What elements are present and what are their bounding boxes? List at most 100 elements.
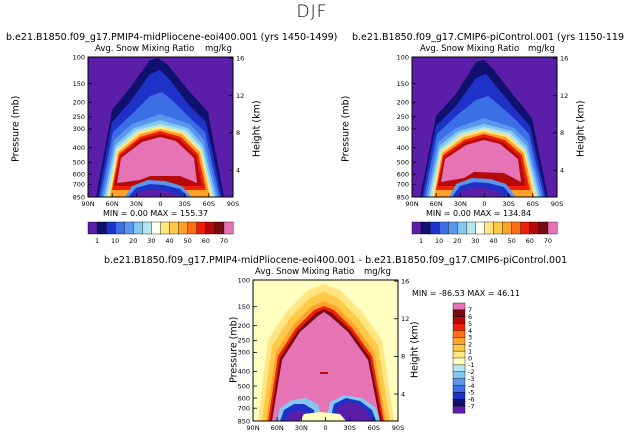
panel-1-y2tick-label: 4	[236, 167, 240, 175]
colorbar-1-swatch	[87, 221, 98, 235]
colorbar-3-swatch	[452, 316, 466, 325]
colorbar-2-label: 20	[453, 237, 461, 245]
panel-2-ytick-label: 850	[397, 193, 409, 201]
panel-1-variable: Avg. Snow Mixing Ratio	[95, 44, 195, 54]
colorbar-2-swatch	[484, 221, 494, 235]
colorbar-3-label: -5	[468, 389, 474, 397]
panel-3-y2tick-label: 16	[401, 277, 409, 285]
panel-2-ytick-label: 150	[397, 80, 409, 88]
colorbar-1-swatch	[105, 221, 116, 235]
colorbar-1-swatch	[151, 221, 161, 235]
panel-2-xtick-label: 0	[482, 200, 486, 208]
panel-2-y2tick-label: 4	[560, 167, 564, 175]
panel-1-xtick-label: 60S	[203, 200, 215, 208]
panel-2-ytick-label: 500	[397, 159, 409, 167]
colorbar-3-label: 3	[468, 334, 472, 342]
colorbar-3-label: 1	[468, 347, 472, 355]
panel-3-xtick-label: 90S	[392, 424, 404, 432]
panel-3-xtick-label: 60S	[368, 424, 380, 432]
panel-1-xtick-label: 30N	[130, 200, 143, 208]
colorbar-2-swatch	[511, 221, 522, 235]
colorbar-2-swatch	[420, 221, 431, 235]
panel-1-ytick-label: 150	[73, 80, 85, 88]
panel-3-xtick-label: 60N	[271, 424, 284, 432]
panel-2-ytick-label: 600	[397, 171, 409, 179]
panel-1-y2tick-label: 12	[236, 92, 244, 100]
panel-2-xtick-label: 60S	[527, 200, 539, 208]
colorbar-3-swatch	[452, 357, 466, 366]
colorbar-1-swatch	[160, 221, 170, 235]
colorbar-1-label: 40	[165, 237, 173, 245]
colorbar-2-swatch	[457, 221, 467, 235]
colorbar-2-swatch	[538, 221, 549, 235]
panel-1-ytick-label: 400	[73, 144, 85, 152]
colorbar-3-swatch	[452, 337, 466, 345]
axis-ticks: 90N 60N 30N 0 30S 60S 90S100150200250300400500…	[73, 53, 569, 432]
colorbar-3-label: 6	[468, 313, 472, 321]
panel-2-ytick-label: 700	[397, 181, 409, 189]
colorbar-3-label: 0	[468, 354, 472, 362]
panel-3-ytick-label: 200	[238, 322, 250, 330]
panel-2-xtick-label: 90S	[551, 200, 563, 208]
panel-2-y2tick-label: 8	[560, 129, 564, 137]
colorbar-3-label: 4	[468, 327, 472, 335]
colorbar-1-label: 10	[111, 237, 119, 245]
panel-3-min-max: MIN = -86.53 MAX = 46.11	[412, 289, 520, 298]
panel-3-lower-right-purple	[334, 402, 372, 421]
colorbar-2-swatch	[475, 221, 485, 235]
colorbar-1-label: 70	[220, 237, 228, 245]
colorbar-3-label: -1	[468, 361, 474, 369]
panel-2-ytick-label: 200	[397, 99, 409, 107]
colorbar-3-swatch	[452, 323, 466, 331]
colorbar-1-swatch	[142, 221, 152, 235]
colorbar-1-swatch	[196, 221, 207, 235]
colorbar-1-swatch	[223, 221, 234, 235]
panel-1-xtick-label: 0	[158, 200, 162, 208]
colorbar-1-label: 30	[147, 237, 155, 245]
panel-3-y2tick-label: 4	[401, 390, 405, 398]
colorbar-3-swatch	[452, 371, 466, 380]
panel-1-ytick-label: 850	[73, 193, 85, 201]
panel-1-ytick-label: 250	[73, 113, 85, 121]
colorbar-2-swatch	[502, 221, 513, 235]
colorbar-3-swatch	[452, 378, 466, 386]
panel-2-xtick-label: 90N	[405, 200, 418, 208]
colorbar-2-swatch	[520, 221, 531, 235]
panel-2-surface-purple	[456, 187, 506, 197]
colorbar-3-label: 2	[468, 341, 472, 349]
panel-2-min-max: MIN = 0.00 MAX = 134.84	[426, 209, 532, 218]
panel-1-xtick-label: 30S	[178, 200, 190, 208]
colorbar-2-swatch	[448, 221, 458, 235]
colorbar-1-label: 60	[202, 237, 210, 245]
panel-1-surface-purple	[132, 189, 182, 197]
colorbar-3-swatch	[452, 350, 466, 359]
panel-1-ytick-label: 500	[73, 159, 85, 167]
panel-3-variable: Avg. Snow Mixing Ratio	[255, 267, 355, 277]
panel-2-ytick-label: 250	[397, 113, 409, 121]
colorbar-3-swatch	[452, 405, 466, 414]
panel-3-ytick-label: 150	[238, 303, 250, 311]
panel-2-ytick-label: 300	[397, 125, 409, 133]
colorbar-2-swatch	[493, 221, 504, 235]
colorbar-3-label: -2	[468, 368, 474, 376]
panel-3-xtick-label: 30N	[295, 424, 308, 432]
colorbar-1-label: 1	[95, 237, 99, 245]
panel-3-ytick-label: 400	[238, 368, 250, 376]
panel-3-ytick-label: 600	[238, 394, 250, 402]
colorbar-1-label: 20	[129, 237, 137, 245]
colorbar-3-label: 5	[468, 320, 472, 328]
panel-1-contours	[88, 57, 233, 197]
panel-1-ytick-label: 700	[73, 181, 85, 189]
panel-2-xtick-label: 60N	[430, 200, 443, 208]
panel-3-case-title: b.e21.B1850.f09_g17.PMIP4-midPliocene-eo…	[104, 255, 568, 266]
panel-1-ytick-label: 600	[73, 171, 85, 179]
panel-2-y2tick-label: 16	[560, 54, 568, 62]
panel-3-contours	[253, 280, 398, 421]
panel-3-y2tick-label: 12	[401, 315, 409, 323]
colorbar-2-label: 60	[526, 237, 534, 245]
panel-1-units: mg/kg	[205, 44, 232, 54]
panel-3-ytick-label: 300	[238, 349, 250, 357]
panel-2-band-pink-core	[441, 140, 521, 182]
panel-2-ytick-label: 100	[397, 53, 409, 61]
